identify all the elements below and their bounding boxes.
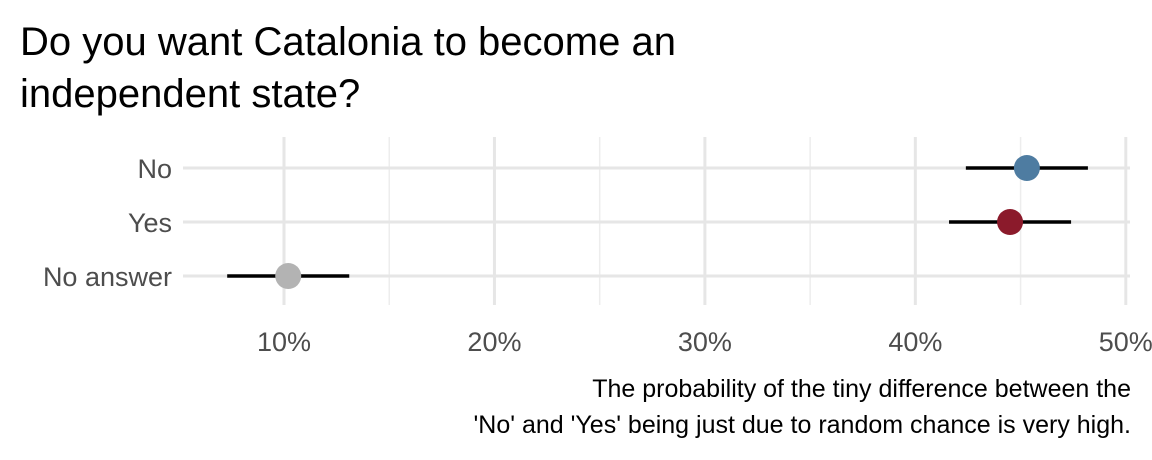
x-tick-labels: 10% 20% 30% 40% 50%	[257, 327, 1152, 357]
chart-title-line-1: Do you want Catalonia to become an	[20, 20, 676, 64]
caption-line-2: 'No' and 'Yes' being just due to random …	[474, 411, 1131, 439]
category-label: Yes	[128, 208, 172, 238]
data-point	[1013, 155, 1040, 181]
x-tick-label: 40%	[888, 327, 942, 357]
category-labels: No Yes No answer	[43, 154, 172, 292]
data-point	[997, 209, 1024, 235]
x-tick-label: 10%	[257, 327, 311, 357]
x-tick-label: 50%	[1099, 327, 1152, 357]
data-point	[275, 263, 302, 289]
chart-title-line-2: independent state?	[20, 72, 360, 116]
points	[275, 155, 1040, 289]
category-label: No	[137, 154, 172, 184]
x-tick-label: 30%	[678, 327, 732, 357]
x-tick-label: 20%	[467, 327, 521, 357]
category-label: No answer	[43, 262, 172, 292]
caption-line-1: The probability of the tiny difference b…	[592, 375, 1131, 403]
